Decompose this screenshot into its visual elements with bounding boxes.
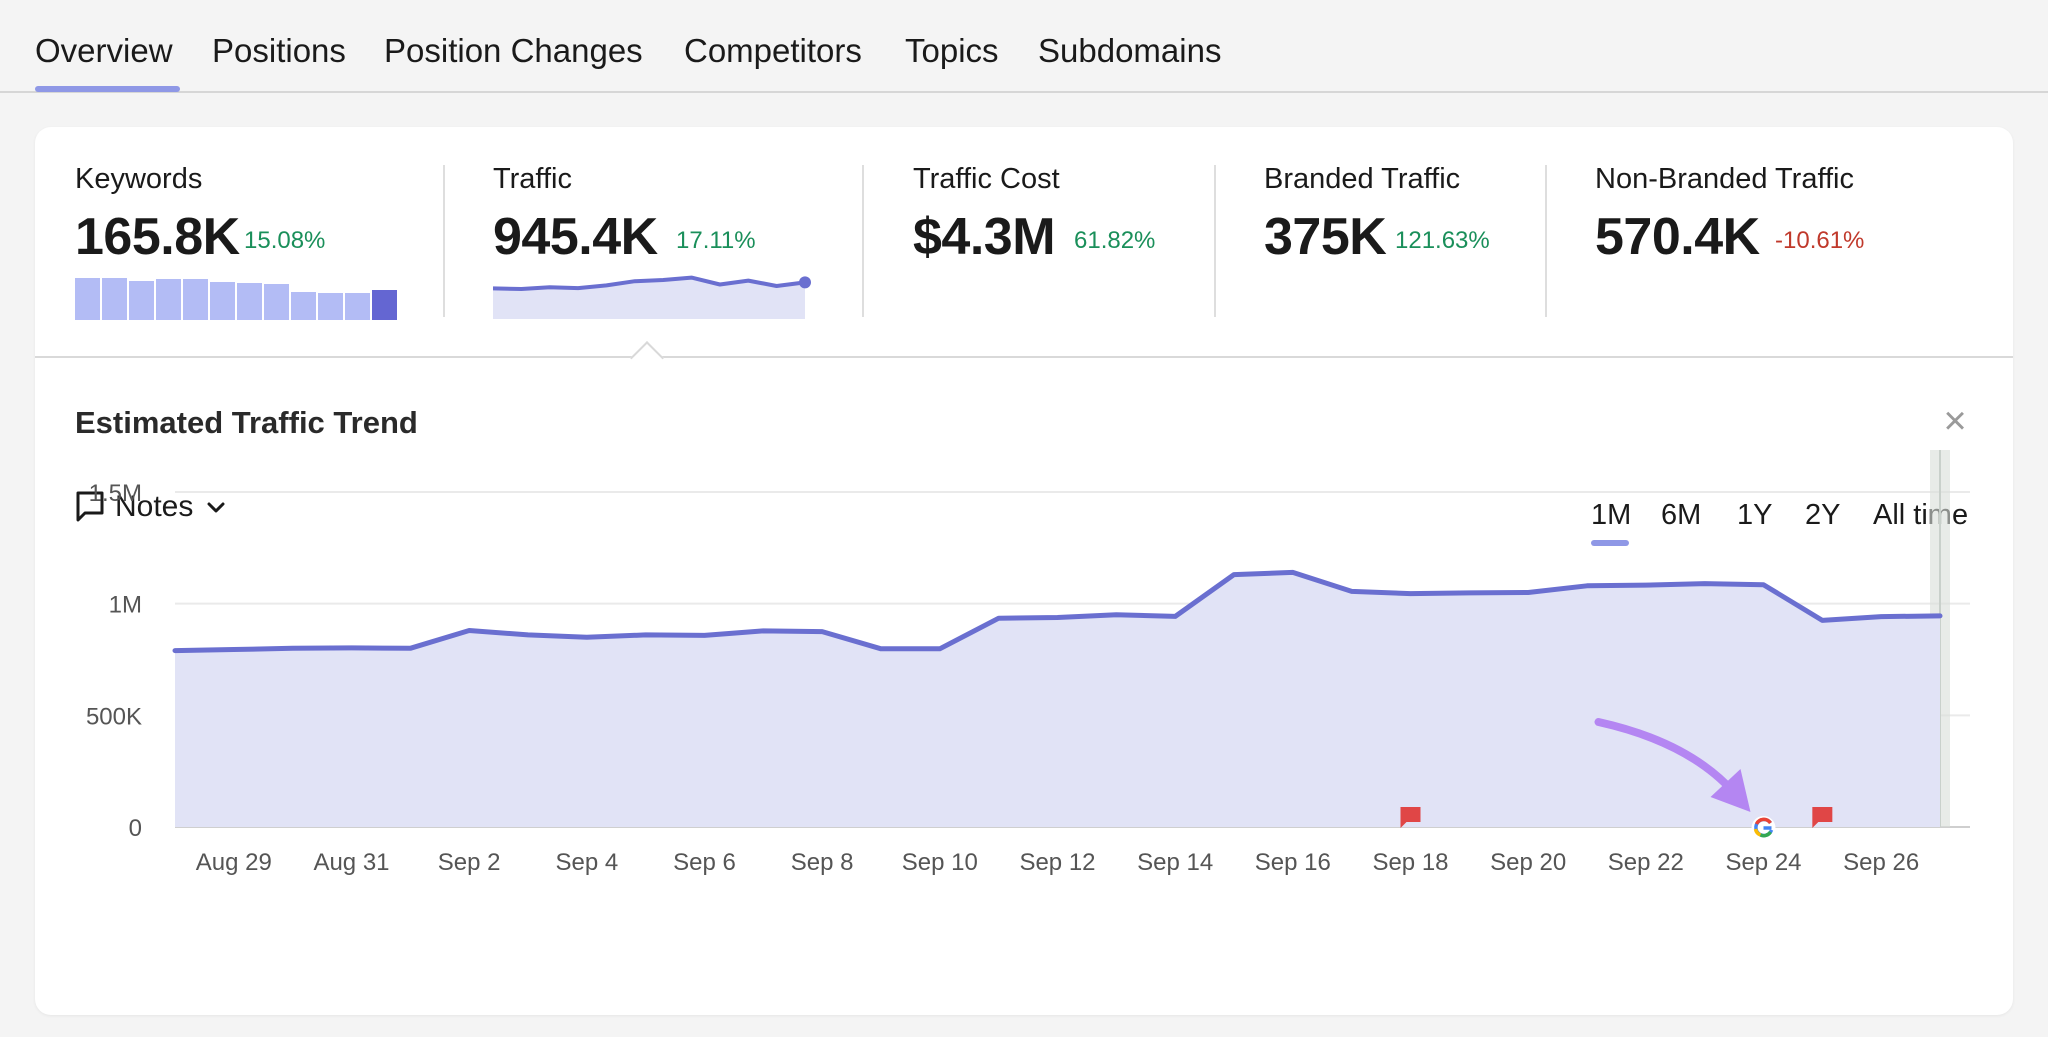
- metric-change: 17.11%: [676, 227, 756, 254]
- metric-change: -10.61%: [1775, 227, 1865, 254]
- mini-bar: [372, 289, 397, 320]
- flag-icon: [1812, 807, 1833, 828]
- trend-line: [172, 569, 1943, 654]
- overview-card: Keywords 165.8K 15.08% Traffic 945.4K 17…: [35, 127, 2013, 1015]
- mini-bar: [345, 292, 370, 320]
- metric-label: Keywords: [75, 163, 203, 195]
- x-tick-label: Sep 2: [438, 849, 501, 876]
- x-tick-label: Sep 14: [1137, 849, 1213, 876]
- tab-bar: Overview Positions Position Changes Comp…: [0, 0, 2048, 93]
- google-logo-arc-red: [1754, 817, 1772, 825]
- divider: [1545, 165, 1547, 317]
- metric-label: Branded Traffic: [1264, 163, 1461, 195]
- x-tick-label: Aug 31: [313, 849, 389, 876]
- x-tick-label: Sep 22: [1608, 849, 1684, 876]
- metric-label: Non-Branded Traffic: [1595, 163, 1854, 195]
- range-2y[interactable]: 2Y: [1805, 499, 1841, 531]
- google-logo-icon: [1751, 816, 1776, 840]
- divider: [1214, 165, 1216, 317]
- active-tab-indicator: [35, 86, 180, 92]
- mini-bar: [156, 279, 181, 320]
- metric-value: $4.3M: [913, 208, 1056, 266]
- mini-bar: [264, 284, 289, 320]
- mini-bar: [291, 291, 316, 320]
- notes-dropdown[interactable]: Notes: [75, 487, 227, 527]
- google-logo-arc-yellow: [1753, 828, 1762, 837]
- mini-bar: [318, 292, 343, 320]
- tab-positions[interactable]: Positions: [212, 32, 346, 69]
- metric-value: 570.4K: [1595, 208, 1760, 266]
- mini-bar: [102, 278, 127, 320]
- metric-change: 61.82%: [1074, 227, 1156, 254]
- metric-value: 165.8K: [75, 208, 240, 266]
- active-range-indicator: [1591, 540, 1629, 546]
- tab-topics[interactable]: Topics: [905, 32, 999, 69]
- range-1m[interactable]: 1M: [1591, 499, 1632, 531]
- y-tick-label: 0: [129, 815, 142, 842]
- callout-arrowhead: [1710, 769, 1751, 812]
- chevron-down-icon: [207, 502, 225, 513]
- metric-value: 375K: [1264, 208, 1387, 266]
- x-tick-label: Sep 8: [791, 849, 854, 876]
- tab-position-changes[interactable]: Position Changes: [384, 32, 643, 69]
- range-6m[interactable]: 6M: [1661, 499, 1702, 531]
- x-tick-label: Sep 20: [1490, 849, 1566, 876]
- mini-bar: [183, 279, 208, 320]
- mini-bar: [210, 282, 235, 320]
- mini-bar: [129, 280, 154, 320]
- flag-icon: [1400, 807, 1421, 828]
- divider: [443, 165, 445, 317]
- range-all-time[interactable]: All time: [1873, 499, 1969, 531]
- y-tick-label: 500K: [86, 703, 142, 730]
- metrics-row: Keywords 165.8K 15.08% Traffic 945.4K 17…: [35, 127, 2013, 358]
- traffic-trend-chart: 0 500K 1M 1.5M Aug 29 Aug 31 Sep 2 Sep 4 Sep 6 Se…: [86, 450, 1970, 876]
- x-tick-label: Sep 12: [1019, 849, 1095, 876]
- flag-shape: [1400, 807, 1421, 828]
- trend-title: Estimated Traffic Trend: [75, 405, 418, 440]
- trend-area: [175, 572, 1940, 827]
- tab-subdomains[interactable]: Subdomains: [1038, 32, 1222, 69]
- traffic-sparkline: [493, 275, 811, 319]
- metric-label: Traffic Cost: [913, 163, 1060, 195]
- divider: [862, 165, 864, 317]
- sparkline-end-point: [799, 276, 811, 289]
- tab-competitors[interactable]: Competitors: [684, 32, 862, 69]
- keywords-mini-bar-chart: [75, 278, 397, 320]
- speech-bubble-icon: [76, 491, 104, 522]
- mini-bar: [237, 283, 262, 320]
- close-icon[interactable]: ×: [1943, 399, 1967, 443]
- callout-arrow: [1594, 718, 1738, 796]
- x-tick-label: Sep 18: [1372, 849, 1448, 876]
- metric-change: 121.63%: [1395, 227, 1490, 254]
- y-tick-label: 1.5M: [89, 480, 142, 507]
- tab-overview[interactable]: Overview: [35, 32, 173, 69]
- metric-label: Traffic: [493, 163, 572, 195]
- x-tick-label: Sep 16: [1255, 849, 1331, 876]
- notes-label: Notes: [115, 490, 194, 523]
- x-tick-label: Aug 29: [196, 849, 272, 876]
- range-1y[interactable]: 1Y: [1737, 499, 1773, 531]
- flag-shape: [1812, 807, 1833, 828]
- metric-change: 15.08%: [244, 227, 326, 254]
- x-tick-label: Sep 10: [902, 849, 978, 876]
- y-tick-label: 1M: [109, 592, 142, 619]
- google-logo-arc-green: [1759, 830, 1772, 838]
- x-tick-label: Sep 4: [555, 849, 618, 876]
- x-tick-label: Sep 6: [673, 849, 736, 876]
- mini-bar: [75, 278, 100, 320]
- sparkline-line: [493, 275, 806, 291]
- x-tick-label: Sep 26: [1843, 849, 1919, 876]
- metric-value: 945.4K: [493, 208, 658, 266]
- x-tick-label: Sep 24: [1725, 849, 1801, 876]
